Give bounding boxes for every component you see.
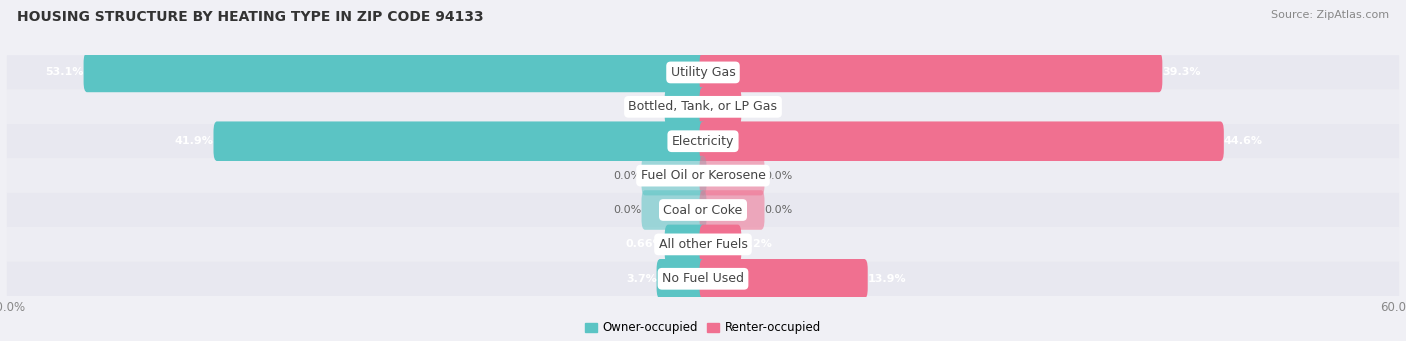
- Text: 53.1%: 53.1%: [45, 68, 83, 77]
- FancyBboxPatch shape: [700, 259, 868, 299]
- Text: 41.9%: 41.9%: [174, 136, 214, 146]
- Text: 0.66%: 0.66%: [626, 239, 665, 249]
- Text: 0.0%: 0.0%: [613, 170, 641, 181]
- FancyBboxPatch shape: [641, 156, 706, 195]
- Text: 44.6%: 44.6%: [1223, 136, 1263, 146]
- FancyBboxPatch shape: [665, 225, 706, 264]
- Text: Electricity: Electricity: [672, 135, 734, 148]
- Text: All other Fuels: All other Fuels: [658, 238, 748, 251]
- FancyBboxPatch shape: [700, 87, 741, 127]
- Text: Utility Gas: Utility Gas: [671, 66, 735, 79]
- FancyBboxPatch shape: [700, 190, 765, 230]
- Text: Fuel Oil or Kerosene: Fuel Oil or Kerosene: [641, 169, 765, 182]
- FancyBboxPatch shape: [641, 190, 706, 230]
- Text: 0.57%: 0.57%: [626, 102, 665, 112]
- Text: 0.0%: 0.0%: [765, 205, 793, 215]
- Text: 13.9%: 13.9%: [868, 274, 907, 284]
- Legend: Owner-occupied, Renter-occupied: Owner-occupied, Renter-occupied: [585, 321, 821, 334]
- FancyBboxPatch shape: [700, 225, 741, 264]
- Text: Source: ZipAtlas.com: Source: ZipAtlas.com: [1271, 10, 1389, 20]
- Text: 39.3%: 39.3%: [1163, 68, 1201, 77]
- FancyBboxPatch shape: [700, 121, 1223, 161]
- FancyBboxPatch shape: [665, 87, 706, 127]
- Text: 1.1%: 1.1%: [741, 102, 772, 112]
- Text: Bottled, Tank, or LP Gas: Bottled, Tank, or LP Gas: [628, 100, 778, 113]
- Text: No Fuel Used: No Fuel Used: [662, 272, 744, 285]
- Text: HOUSING STRUCTURE BY HEATING TYPE IN ZIP CODE 94133: HOUSING STRUCTURE BY HEATING TYPE IN ZIP…: [17, 10, 484, 24]
- FancyBboxPatch shape: [83, 53, 706, 92]
- FancyBboxPatch shape: [7, 193, 1399, 227]
- Text: Coal or Coke: Coal or Coke: [664, 204, 742, 217]
- FancyBboxPatch shape: [7, 227, 1399, 262]
- Text: 0.0%: 0.0%: [613, 205, 641, 215]
- FancyBboxPatch shape: [7, 90, 1399, 124]
- FancyBboxPatch shape: [657, 259, 706, 299]
- Text: 0.0%: 0.0%: [765, 170, 793, 181]
- Text: 3.7%: 3.7%: [626, 274, 657, 284]
- FancyBboxPatch shape: [7, 262, 1399, 296]
- Text: 1.2%: 1.2%: [741, 239, 772, 249]
- FancyBboxPatch shape: [7, 124, 1399, 159]
- FancyBboxPatch shape: [700, 156, 765, 195]
- FancyBboxPatch shape: [7, 159, 1399, 193]
- FancyBboxPatch shape: [7, 55, 1399, 90]
- FancyBboxPatch shape: [700, 53, 1163, 92]
- FancyBboxPatch shape: [214, 121, 706, 161]
